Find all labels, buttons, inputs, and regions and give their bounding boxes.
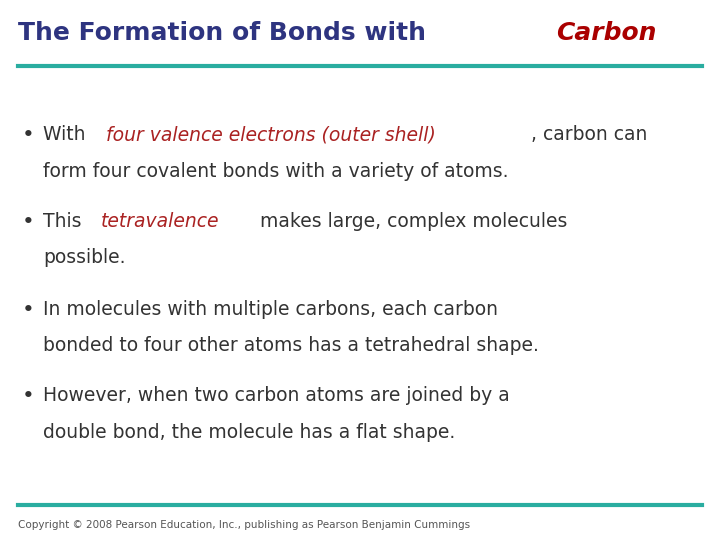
Text: In molecules with multiple carbons, each carbon: In molecules with multiple carbons, each…	[43, 300, 498, 319]
Text: This: This	[43, 212, 88, 231]
Text: bonded to four other atoms has a tetrahedral shape.: bonded to four other atoms has a tetrahe…	[43, 336, 539, 355]
Text: tetravalence: tetravalence	[101, 212, 219, 231]
Text: However, when two carbon atoms are joined by a: However, when two carbon atoms are joine…	[43, 386, 510, 405]
Text: form four covalent bonds with a variety of atoms.: form four covalent bonds with a variety …	[43, 162, 509, 181]
Text: •: •	[22, 212, 35, 232]
Text: The Formation of Bonds with: The Formation of Bonds with	[18, 22, 435, 45]
Text: With: With	[43, 125, 91, 144]
Text: Carbon: Carbon	[556, 22, 656, 45]
Text: four valence electrons (outer shell): four valence electrons (outer shell)	[106, 125, 436, 144]
Text: •: •	[22, 125, 35, 145]
Text: •: •	[22, 300, 35, 320]
Text: double bond, the molecule has a flat shape.: double bond, the molecule has a flat sha…	[43, 423, 456, 442]
Text: Copyright © 2008 Pearson Education, Inc., publishing as Pearson Benjamin Cumming: Copyright © 2008 Pearson Education, Inc.…	[18, 520, 470, 530]
Text: •: •	[22, 386, 35, 406]
Text: makes large, complex molecules: makes large, complex molecules	[253, 212, 567, 231]
Text: possible.: possible.	[43, 248, 126, 267]
Text: , carbon can: , carbon can	[531, 125, 648, 144]
